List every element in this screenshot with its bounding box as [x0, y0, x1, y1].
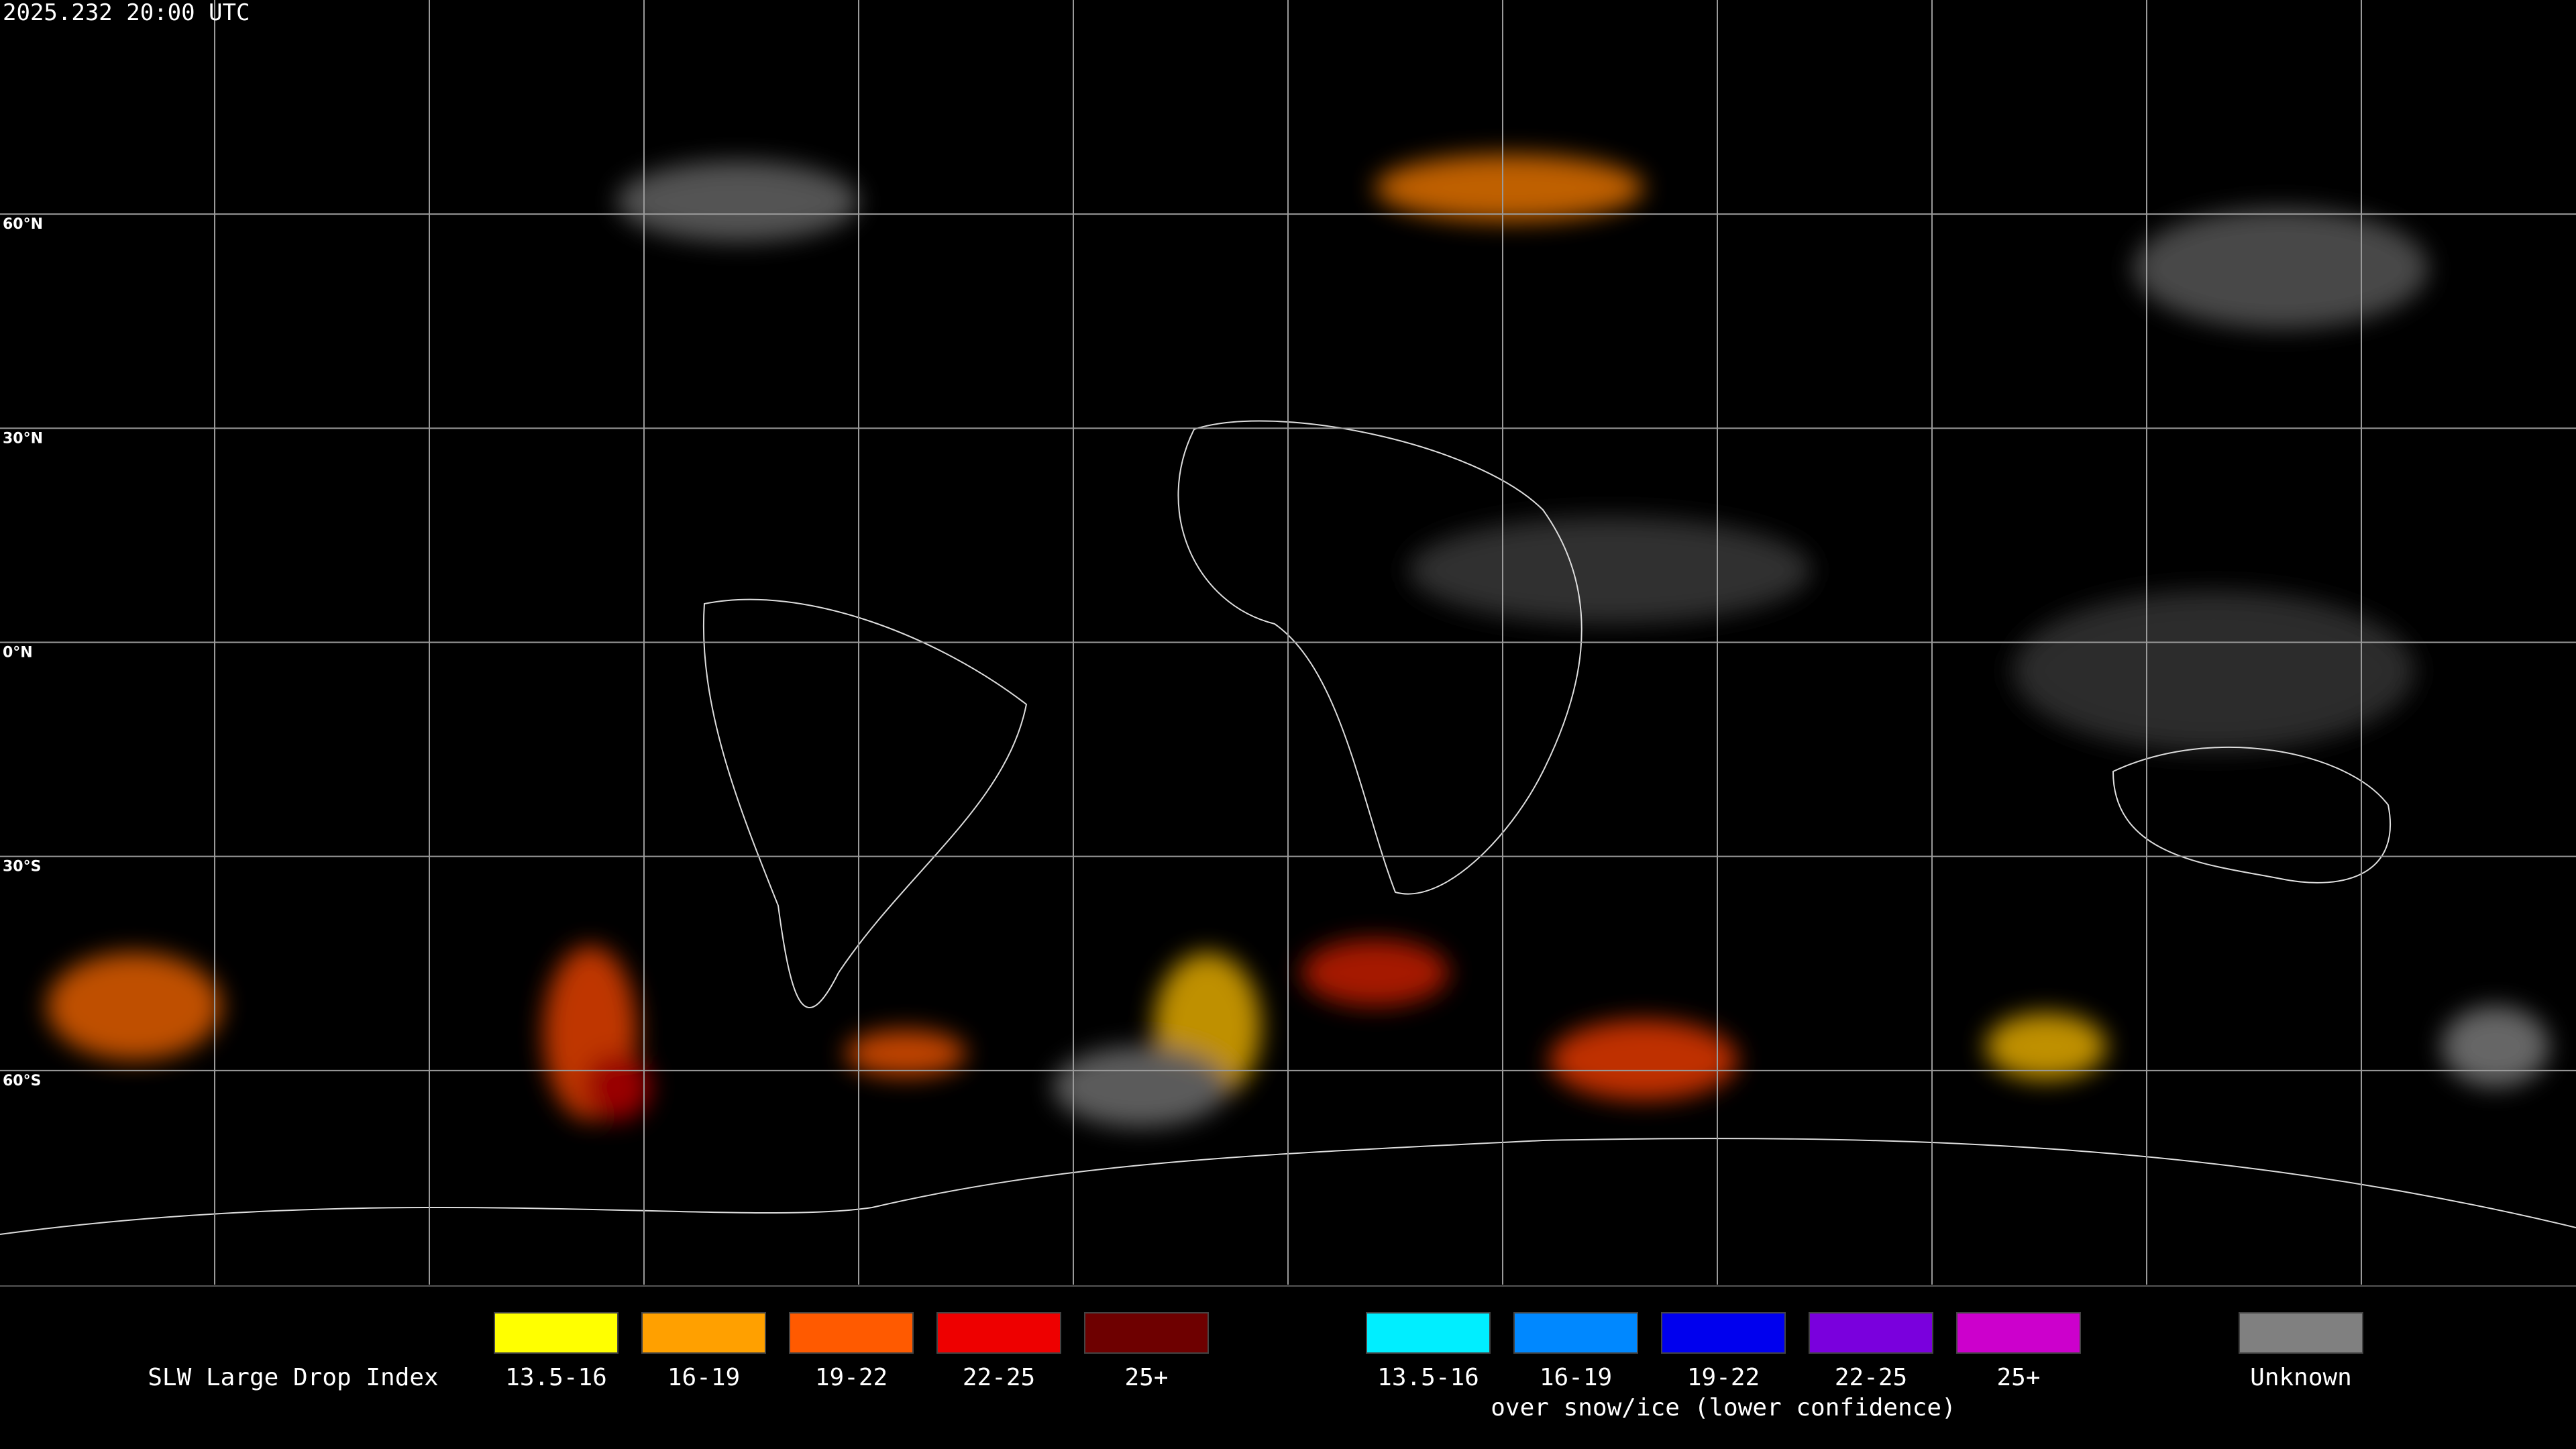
legend-label: 16-19 — [1540, 1364, 1612, 1391]
timestamp: 2025.232 20:00 UTC — [3, 0, 250, 26]
legend-swatch — [494, 1312, 619, 1354]
legend-label: 19-22 — [1687, 1364, 1760, 1391]
coastline — [702, 598, 1028, 1008]
legend-label: 13.5-16 — [505, 1364, 607, 1391]
legend-swatch — [789, 1312, 914, 1354]
legend-label: 22-25 — [963, 1364, 1035, 1391]
latitude-label: 60°N — [3, 216, 43, 233]
legend-swatch — [1366, 1312, 1491, 1354]
legend-swatch — [1956, 1312, 2081, 1354]
legend-swatch — [1809, 1312, 1933, 1354]
coastline — [0, 1138, 2576, 1235]
legend-swatch — [1513, 1312, 1638, 1354]
latitude-label: 30°N — [3, 430, 43, 447]
legend-label: 19-22 — [815, 1364, 888, 1391]
legend-swatch — [2239, 1312, 2363, 1354]
legend-label: 16-19 — [667, 1364, 740, 1391]
legend-label: 25+ — [1124, 1364, 1168, 1391]
legend-label: Unknown — [2250, 1364, 2352, 1391]
latitude-label: 30°S — [3, 859, 41, 875]
latitude-label: 0°N — [3, 645, 33, 661]
legend-label: 25+ — [1996, 1364, 2040, 1391]
coastline — [1177, 420, 1582, 895]
coastline — [2112, 746, 2392, 883]
legend-swatch — [1661, 1312, 1786, 1354]
latitude-label: 60°S — [3, 1073, 41, 1089]
legend-label: 13.5-16 — [1377, 1364, 1479, 1391]
cloud-field — [47, 154, 2549, 1127]
legend-title: SLW Large Drop Index — [148, 1364, 438, 1391]
legend-label: 22-25 — [1835, 1364, 1907, 1391]
legend: SLW Large Drop Index 13.5-16 16-19 19-22 22… — [148, 1312, 2363, 1421]
legend-swatch — [1084, 1312, 1209, 1354]
legend-caption: over snow/ice (lower confidence) — [1491, 1394, 1956, 1421]
legend-swatch — [641, 1312, 766, 1354]
map: 60°N 30°N 0°N 30°S 60°S — [0, 0, 2576, 1285]
legend-swatch — [936, 1312, 1061, 1354]
